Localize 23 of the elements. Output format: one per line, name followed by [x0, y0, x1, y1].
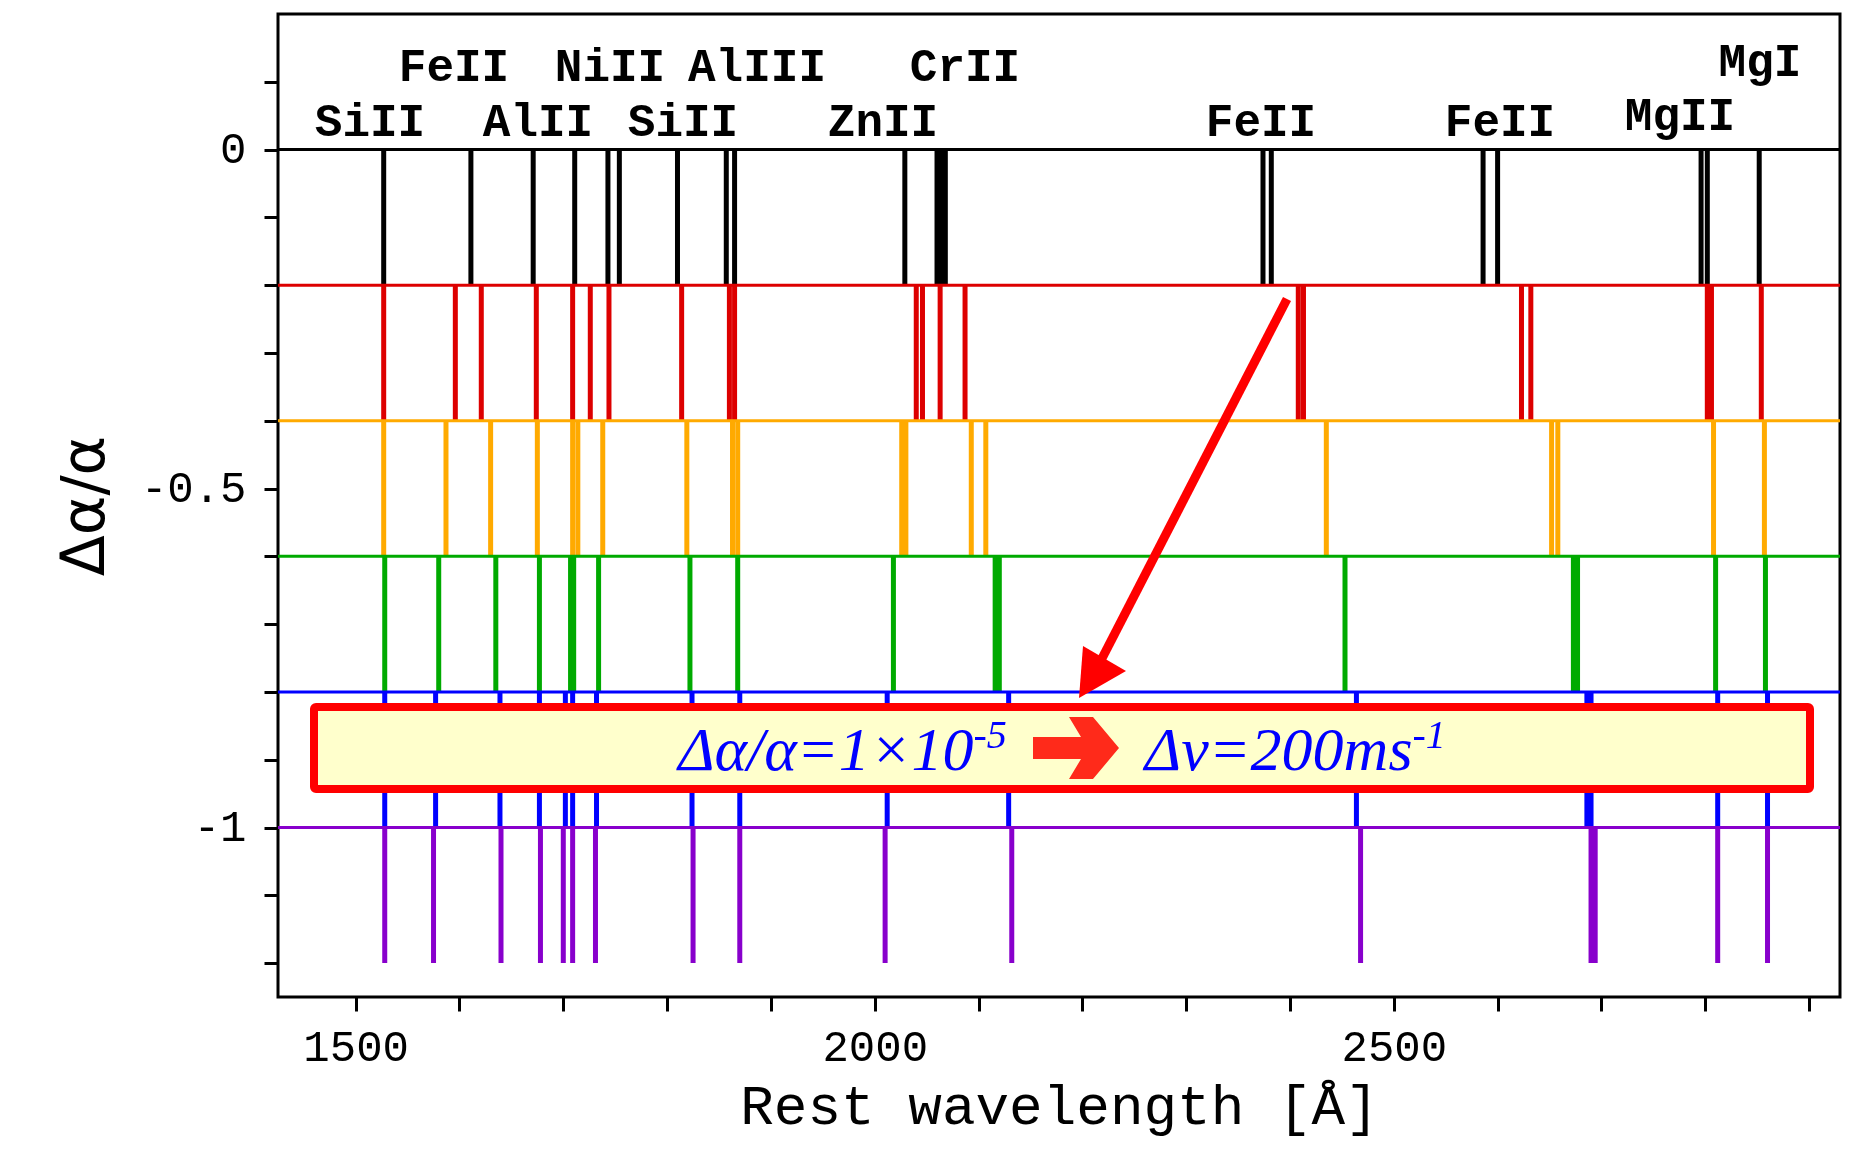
- annotation: Δα/α=1×10$^{-5}$: [678, 711, 1007, 785]
- annotation: NiII: [554, 43, 666, 95]
- annotation: SiII: [627, 98, 739, 150]
- annotation: Δv=200ms$^{-1}$: [1144, 711, 1446, 785]
- y-axis-title: Δα/α: [47, 435, 118, 577]
- annotation: SiII: [314, 98, 426, 150]
- y-tick-label: -1: [193, 804, 247, 855]
- annotation: MgII: [1624, 92, 1736, 144]
- annotation: ZnII: [827, 98, 939, 150]
- annotation: AlIII: [687, 43, 827, 95]
- y-tick-label: 0: [220, 126, 247, 177]
- x-axis-title: Rest wavelength [Å]: [740, 1076, 1379, 1141]
- x-tick-label: 2500: [1341, 1023, 1448, 1074]
- x-tick-label: 2000: [822, 1023, 929, 1074]
- x-tick-label: 1500: [303, 1023, 409, 1074]
- annotation: CrII: [909, 43, 1021, 95]
- annotation: FeII: [398, 43, 510, 95]
- annotation: FeII: [1444, 98, 1556, 150]
- text-box: Δα/α=1×10$^{-5}$ Δv=200ms$^{-1}$: [310, 703, 1814, 793]
- y-tick-label: -0.5: [140, 465, 247, 516]
- annotation: AlII: [482, 98, 594, 150]
- annotation: FeII: [1205, 98, 1317, 150]
- annotation: MgI: [1718, 38, 1802, 90]
